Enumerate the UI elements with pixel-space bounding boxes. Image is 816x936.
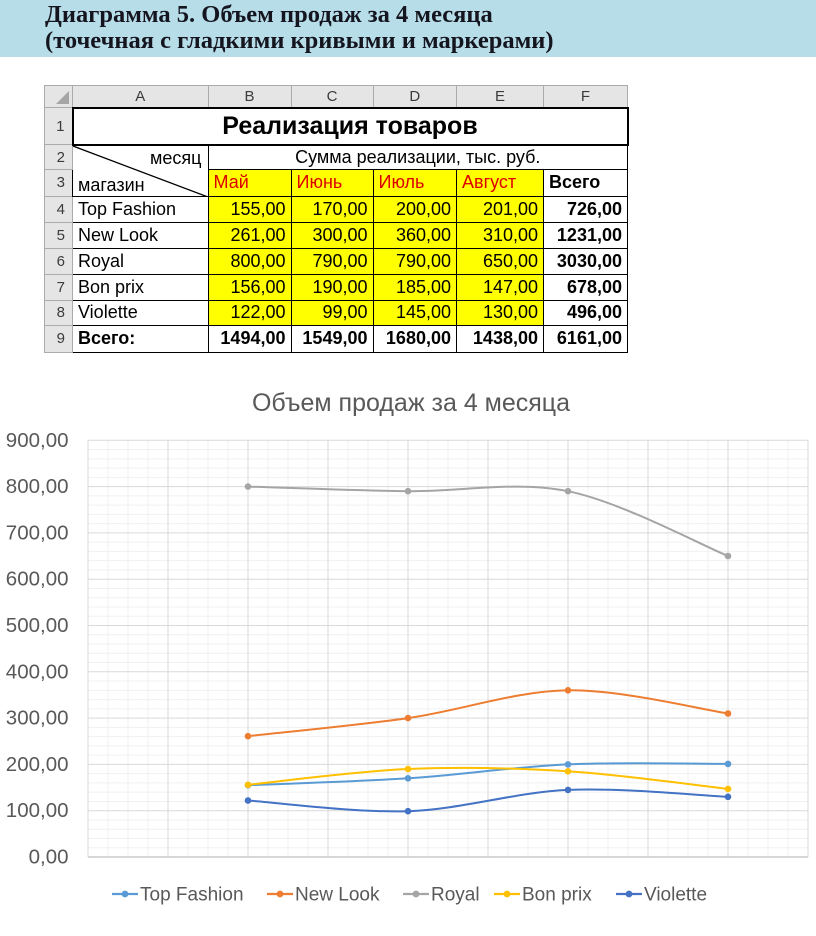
svg-text:200,00: 200,00 (6, 753, 69, 776)
svg-text:300,00: 300,00 (6, 707, 69, 730)
svg-text:400,00: 400,00 (6, 660, 69, 683)
svg-text:New Look: New Look (295, 885, 380, 906)
svg-text:800,00: 800,00 (6, 475, 69, 498)
svg-text:100,00: 100,00 (6, 799, 69, 822)
svg-text:900,00: 900,00 (6, 429, 69, 452)
svg-text:0,00: 0,00 (29, 846, 69, 869)
svg-text:700,00: 700,00 (6, 521, 69, 544)
svg-text:Violette: Violette (644, 885, 707, 906)
svg-text:Top Fashion: Top Fashion (140, 885, 244, 906)
svg-text:500,00: 500,00 (6, 614, 69, 637)
svg-text:Royal: Royal (431, 885, 480, 906)
svg-text:Объем продаж за 4 месяца: Объем продаж за 4 месяца (252, 389, 570, 417)
svg-text:Bon prix: Bon prix (522, 885, 592, 906)
svg-text:600,00: 600,00 (6, 568, 69, 591)
